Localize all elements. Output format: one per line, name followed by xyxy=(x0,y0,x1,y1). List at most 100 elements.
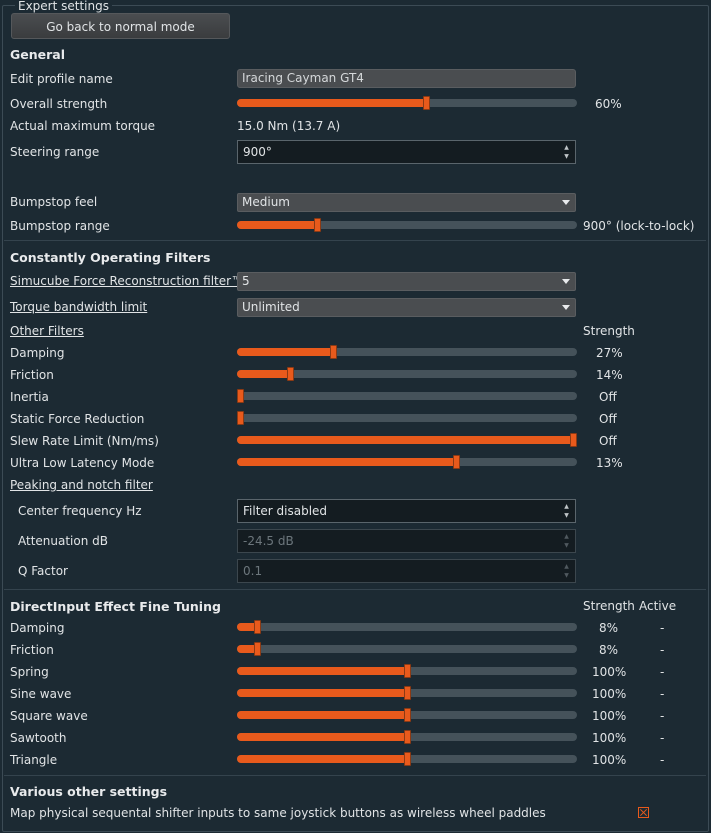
slider-handle[interactable] xyxy=(287,367,294,381)
bumpstop-range-label: Bumpstop range xyxy=(10,219,110,233)
slider-fill xyxy=(237,99,427,107)
attenuation-value: -24.5 dB xyxy=(243,534,294,548)
torque-bandwidth-dropdown[interactable]: Unlimited xyxy=(237,298,576,317)
center-frequency-spinbox[interactable]: Filter disabled ▲ ▼ xyxy=(237,499,576,523)
bumpstop-feel-value: Medium xyxy=(242,195,290,209)
directinput-active-header: Active xyxy=(639,599,677,613)
filter-slider-inertia[interactable] xyxy=(237,389,577,403)
torque-bandwidth-value: Unlimited xyxy=(242,300,300,314)
q-factor-value: 0.1 xyxy=(243,564,263,578)
spin-arrows-icon[interactable]: ▲ ▼ xyxy=(564,144,569,160)
di-slider-sine[interactable] xyxy=(237,686,577,700)
slider-handle[interactable] xyxy=(453,455,460,469)
normal-mode-button[interactable]: Go back to normal mode xyxy=(11,13,230,39)
slider-handle[interactable] xyxy=(404,708,411,722)
chevron-down-icon xyxy=(562,200,570,205)
bumpstop-feel-dropdown[interactable]: Medium xyxy=(237,193,576,212)
slider-fill xyxy=(237,645,258,653)
reconstruction-filter-dropdown[interactable]: 5 xyxy=(237,272,576,291)
slider-handle[interactable] xyxy=(404,686,411,700)
filter-slider-friction[interactable] xyxy=(237,367,577,381)
slider-handle[interactable] xyxy=(423,96,430,110)
slider-track xyxy=(237,645,577,653)
di-slider-triangle[interactable] xyxy=(237,752,577,766)
slider-track xyxy=(237,348,577,356)
slider-track xyxy=(237,370,577,378)
slider-handle[interactable] xyxy=(237,411,244,425)
slider-handle[interactable] xyxy=(570,433,577,447)
reconstruction-filter-link[interactable]: Simucube Force Reconstruction filter™ xyxy=(10,274,244,288)
attenuation-label: Attenuation dB xyxy=(18,534,109,548)
di-slider-sawtooth[interactable] xyxy=(237,730,577,744)
slider-handle[interactable] xyxy=(404,752,411,766)
divider xyxy=(4,589,706,590)
slider-handle[interactable] xyxy=(404,730,411,744)
slider-fill xyxy=(237,370,291,378)
slider-handle[interactable] xyxy=(404,664,411,678)
filters-strength-header: Strength xyxy=(583,324,635,338)
di-value-damping: 8% xyxy=(599,621,619,635)
shifter-mapping-label: Map physical sequental shifter inputs to… xyxy=(10,806,546,820)
di-label-sawtooth: Sawtooth xyxy=(10,731,67,745)
filter-value-ultra-low-latency: 13% xyxy=(596,456,623,470)
slider-fill xyxy=(237,436,574,444)
q-factor-spinbox[interactable]: 0.1 ▲ ▼ xyxy=(237,559,576,583)
filter-label-inertia: Inertia xyxy=(10,390,49,404)
di-label-sine: Sine wave xyxy=(10,687,72,701)
peaking-notch-link[interactable]: Peaking and notch filter xyxy=(10,478,153,492)
slider-handle[interactable] xyxy=(314,218,321,232)
slider-track xyxy=(237,221,577,229)
center-frequency-value: Filter disabled xyxy=(243,504,328,518)
overall-strength-slider[interactable] xyxy=(237,96,577,110)
steering-range-label: Steering range xyxy=(10,145,100,159)
di-slider-spring[interactable] xyxy=(237,664,577,678)
di-label-triangle: Triangle xyxy=(10,753,58,767)
directinput-header: DirectInput Effect Fine Tuning xyxy=(10,599,221,614)
filter-label-ultra-low-latency: Ultra Low Latency Mode xyxy=(10,456,155,470)
spin-arrows-icon[interactable]: ▲ ▼ xyxy=(564,533,569,549)
other-filters-link[interactable]: Other Filters xyxy=(10,324,84,338)
filters-header: Constantly Operating Filters xyxy=(10,250,211,265)
di-value-sawtooth: 100% xyxy=(592,731,627,745)
center-frequency-label: Center frequency Hz xyxy=(18,504,142,518)
spin-arrows-icon[interactable]: ▲ ▼ xyxy=(564,563,569,579)
bumpstop-range-value: 900° (lock-to-lock) xyxy=(583,219,695,233)
q-factor-label: Q Factor xyxy=(18,564,68,578)
filter-slider-ultra-low-latency[interactable] xyxy=(237,455,577,469)
shifter-mapping-checkbox[interactable] xyxy=(638,807,649,818)
di-slider-friction[interactable] xyxy=(237,642,577,656)
overall-strength-value: 60% xyxy=(595,97,622,111)
attenuation-spinbox[interactable]: -24.5 dB ▲ ▼ xyxy=(237,529,576,553)
spin-arrows-icon[interactable]: ▲ ▼ xyxy=(564,503,569,519)
reconstruction-filter-value: 5 xyxy=(242,274,250,288)
slider-track xyxy=(237,414,577,422)
filter-label-damping: Damping xyxy=(10,346,65,360)
filter-slider-slew-rate[interactable] xyxy=(237,433,577,447)
filter-label-friction: Friction xyxy=(10,368,54,382)
di-active-square: - xyxy=(660,709,665,723)
di-slider-damping[interactable] xyxy=(237,620,577,634)
di-value-spring: 100% xyxy=(592,665,627,679)
filter-value-static-force: Off xyxy=(599,412,617,426)
torque-bandwidth-link[interactable]: Torque bandwidth limit xyxy=(10,300,148,314)
filter-slider-damping[interactable] xyxy=(237,345,577,359)
filter-slider-static-force[interactable] xyxy=(237,411,577,425)
chevron-down-icon xyxy=(562,305,570,310)
slider-handle[interactable] xyxy=(254,642,261,656)
steering-range-spinbox[interactable]: 900° ▲ ▼ xyxy=(237,140,576,164)
slider-fill xyxy=(237,733,408,741)
slider-handle[interactable] xyxy=(254,620,261,634)
divider xyxy=(4,240,706,241)
slider-handle[interactable] xyxy=(237,389,244,403)
filter-value-damping: 27% xyxy=(596,346,623,360)
profile-name-input[interactable]: Iracing Cayman GT4 xyxy=(237,69,576,88)
slider-track xyxy=(237,392,577,400)
slider-handle[interactable] xyxy=(330,345,337,359)
di-slider-square[interactable] xyxy=(237,708,577,722)
max-torque-label: Actual maximum torque xyxy=(10,119,156,133)
filter-value-inertia: Off xyxy=(599,390,617,404)
di-value-square: 100% xyxy=(592,709,627,723)
bumpstop-range-slider[interactable] xyxy=(237,218,577,232)
di-label-friction: Friction xyxy=(10,643,54,657)
